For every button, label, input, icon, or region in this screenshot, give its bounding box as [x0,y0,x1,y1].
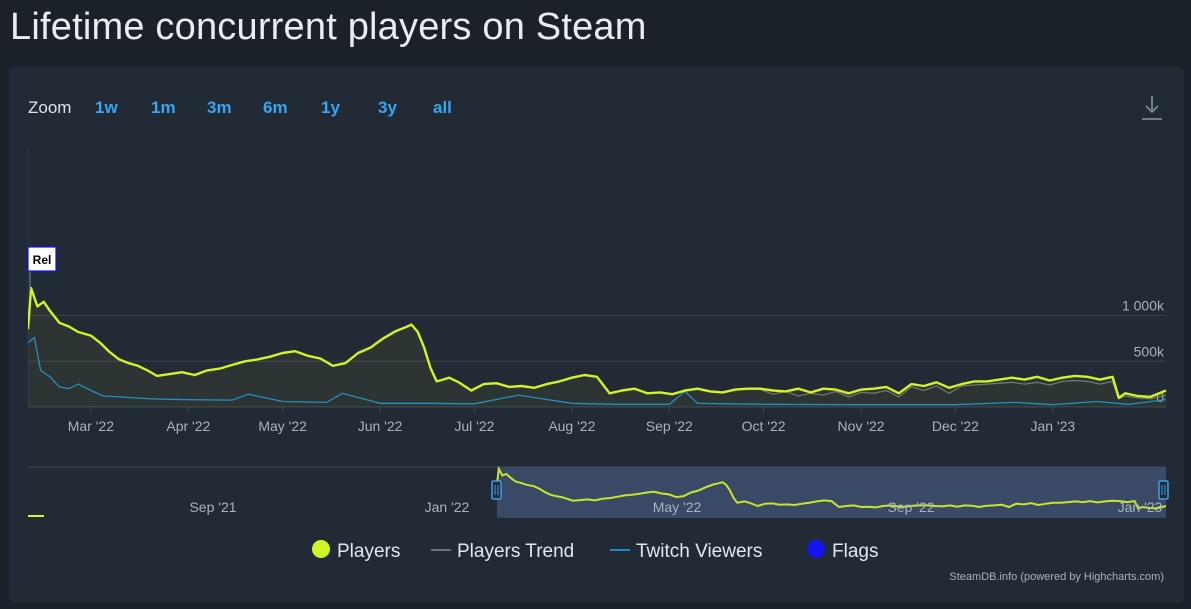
legend-label: Flags [832,541,878,562]
chart-credits[interactable]: SteamDB.info (powered by Highcharts.com) [949,571,1164,583]
x-tick-label: Jan '23 [1030,418,1075,434]
navigator-tick-label: Jan '22 [425,499,470,515]
x-tick-label: Oct '22 [742,418,786,434]
navigator-handle-right[interactable] [1158,480,1169,500]
zoom-label: Zoom [28,98,71,117]
x-tick-label: Dec '22 [932,418,979,434]
x-axis-labels: Mar '22 Apr '22 May '22 Jun '22 Jul '22 Aug '… [68,407,1075,434]
x-tick-label: Jul '22 [454,418,494,434]
y-tick-label: 1 000k [1122,298,1165,314]
x-tick-label: Jun '22 [358,418,403,434]
twitch-viewers-series [28,336,1167,406]
players-trend-series [760,379,1167,400]
navigator-selected-range[interactable] [497,467,1166,518]
legend-item-players-trend[interactable]: Players Trend [431,541,574,562]
legend-label: Players [337,541,400,562]
zoom-button-3m[interactable]: 3m [207,98,232,117]
flag-label: Rel [33,253,52,267]
x-tick-label: Sep '22 [646,418,693,434]
x-tick-label: Mar '22 [68,418,114,434]
navigator-tick-label: Sep '22 [887,499,934,515]
x-tick-label: May '22 [258,418,307,434]
download-icon[interactable] [1142,96,1162,120]
x-tick-label: Apr '22 [166,418,210,434]
release-flag[interactable]: Rel [27,246,57,290]
legend-label: Twitch Viewers [636,541,762,562]
players-series [28,286,1167,400]
navigator-tick-label: Sep '21 [189,499,236,515]
zoom-button-6m[interactable]: 6m [263,98,288,117]
legend-item-twitch-viewers[interactable]: Twitch Viewers [610,541,762,562]
x-tick-label: Nov '22 [838,418,885,434]
legend-symbol [312,540,330,558]
legend-symbol [807,540,825,558]
zoom-button-3y[interactable]: 3y [378,98,397,117]
legend-item-players[interactable]: Players [312,540,400,562]
y-tick-label: 500k [1134,343,1165,359]
zoom-button-1w[interactable]: 1w [95,98,118,117]
navigator[interactable]: Sep '21 Jan '22 May '22 Sep '22 Jan '23 [28,465,1169,518]
players-series-area [28,288,1166,407]
navigator-tick-label: May '22 [653,499,702,515]
legend-label: Players Trend [457,541,574,562]
zoom-button-group: 1w 1m 3m 6m 1y 3y all [95,98,452,117]
navigator-axis-labels: Sep '21 Jan '22 May '22 Sep '22 Jan '23 [189,499,1162,515]
legend-item-flags[interactable]: Flags [807,540,878,562]
x-tick-label: Aug '22 [548,418,595,434]
chart-legend: Players Players Trend Twitch Viewers Flags [312,540,878,562]
navigator-tick-label: Jan '23 [1118,499,1163,515]
zoom-button-all[interactable]: all [433,98,452,117]
flag-box [27,246,57,272]
zoom-button-1y[interactable]: 1y [321,98,340,117]
navigator-handle-left[interactable] [491,480,502,500]
chart-grid [27,150,1166,408]
zoom-button-1m[interactable]: 1m [151,98,176,117]
navigator-series [496,465,1167,511]
page-title: Lifetime concurrent players on Steam [10,6,647,48]
